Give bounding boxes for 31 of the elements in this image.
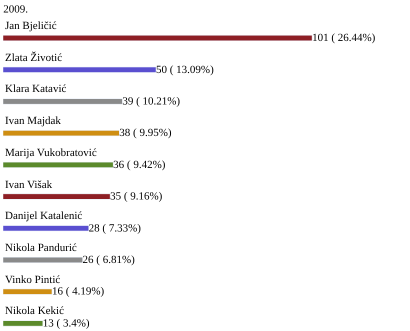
- y-tick-label: Marija Vukobratović: [5, 147, 97, 159]
- y-tick-label: Ivan Višak: [5, 179, 53, 191]
- bar: [3, 320, 44, 326]
- y-tick-label: Zlata Životić: [5, 51, 62, 64]
- data-label: 36 ( 9.42%): [113, 158, 166, 171]
- y-tick-label: Danijel Katalenić: [5, 210, 82, 222]
- bar: [3, 225, 89, 232]
- bar: [3, 257, 83, 263]
- y-tick-label: Jan Bjeličić: [5, 20, 57, 32]
- y-tick-label: Ivan Majdak: [5, 115, 62, 127]
- data-label: 39 ( 10.21%): [122, 95, 180, 108]
- data-label: 26 ( 6.81%): [82, 254, 136, 266]
- data-label: 38 ( 9.95%): [119, 127, 172, 140]
- bar: [3, 130, 120, 136]
- data-label: 50 ( 13.09%): [156, 64, 214, 76]
- bar: [3, 194, 110, 200]
- bar: [3, 288, 52, 295]
- bar: [3, 35, 312, 41]
- chart-title: 2009.: [3, 4, 28, 16]
- y-tick-label: Klara Katavić: [5, 83, 66, 95]
- data-label: 101 ( 26.44%): [312, 32, 376, 44]
- bar: [3, 98, 123, 104]
- bar: [3, 162, 114, 168]
- bar: [3, 66, 156, 73]
- data-label: 13 ( 3.4%): [42, 317, 90, 330]
- data-label: 35 ( 9.16%): [110, 190, 163, 203]
- data-label: 16 ( 4.19%): [52, 286, 105, 298]
- data-label: 28 ( 7.33%): [88, 222, 142, 234]
- y-tick-label: Nikola Pandurić: [5, 242, 77, 254]
- y-tick-label: Vinko Pintić: [5, 274, 60, 286]
- y-tick-label: Nikola Kekić: [5, 305, 64, 317]
